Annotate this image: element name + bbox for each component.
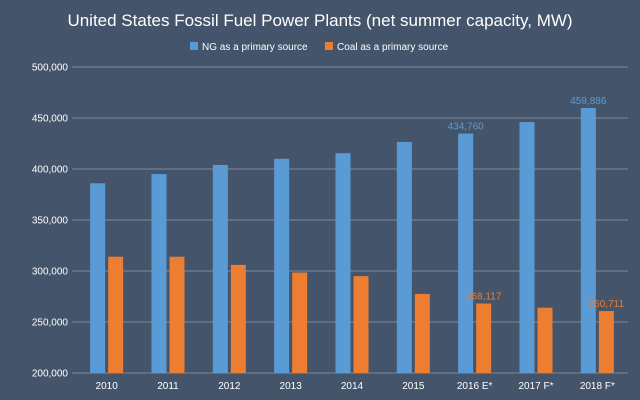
data-label-coal: 268,117 bbox=[466, 292, 502, 303]
x-tick-label: 2015 bbox=[402, 381, 425, 392]
legend-label-coal: Coal as a primary source bbox=[337, 42, 449, 53]
data-label-coal: 260,711 bbox=[589, 299, 625, 310]
bar-ng bbox=[274, 158, 290, 373]
bar-coal bbox=[292, 272, 308, 373]
x-axis: 2010 2011 2012 2013 2014 2015 2016 E* 2017 F* 20… bbox=[96, 381, 615, 392]
bars bbox=[90, 107, 614, 373]
y-tick-label: 200,000 bbox=[32, 369, 69, 380]
legend-swatch-coal bbox=[325, 42, 333, 50]
data-label-ng: 459,886 bbox=[570, 96, 607, 107]
data-labels: 434,760 268,117 459,886 260,711 bbox=[448, 96, 625, 310]
bar-ng bbox=[458, 133, 474, 373]
bar-coal bbox=[476, 303, 492, 373]
x-tick-label: 2018 F* bbox=[580, 381, 615, 392]
x-tick-label: 2014 bbox=[341, 381, 364, 392]
bar-ng bbox=[519, 122, 535, 373]
bar-coal bbox=[108, 256, 124, 373]
y-tick-label: 300,000 bbox=[32, 267, 69, 278]
bar-ng bbox=[90, 183, 106, 373]
bar-ng bbox=[151, 174, 167, 373]
y-tick-label: 350,000 bbox=[32, 216, 69, 227]
y-tick-label: 450,000 bbox=[32, 114, 69, 125]
y-tick-label: 400,000 bbox=[32, 165, 69, 176]
y-tick-label: 500,000 bbox=[32, 63, 69, 74]
x-tick-label: 2017 F* bbox=[518, 381, 553, 392]
bar-ng bbox=[396, 141, 412, 373]
bar-coal bbox=[598, 311, 614, 373]
bar-coal bbox=[230, 264, 246, 373]
legend-label-ng: NG as a primary source bbox=[202, 42, 308, 53]
bar-coal bbox=[169, 256, 185, 373]
y-tick-label: 250,000 bbox=[32, 318, 69, 329]
x-tick-label: 2011 bbox=[157, 381, 179, 392]
x-tick-label: 2012 bbox=[218, 381, 241, 392]
x-tick-label: 2010 bbox=[96, 381, 119, 392]
x-tick-label: 2013 bbox=[280, 381, 303, 392]
chart-title: United States Fossil Fuel Power Plants (… bbox=[67, 11, 572, 30]
bar-coal bbox=[414, 293, 430, 373]
data-label-ng: 434,760 bbox=[448, 122, 485, 133]
legend-swatch-ng bbox=[190, 42, 198, 50]
y-axis: 200,000 250,000 300,000 350,000 400,000 450,0… bbox=[32, 63, 69, 380]
bar-ng bbox=[212, 164, 228, 373]
bar-ng bbox=[580, 107, 596, 373]
bar-coal bbox=[353, 276, 369, 373]
legend: NG as a primary source Coal as a primary… bbox=[190, 42, 449, 53]
bar-ng bbox=[335, 153, 351, 373]
x-tick-label: 2016 E* bbox=[457, 381, 493, 392]
bar-coal bbox=[537, 307, 553, 373]
